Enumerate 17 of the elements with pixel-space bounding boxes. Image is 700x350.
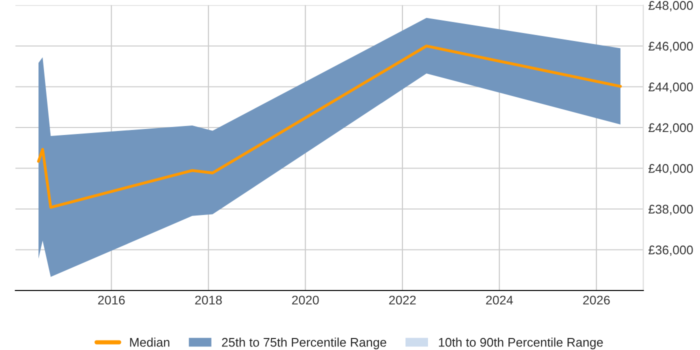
legend-label: Median	[130, 338, 170, 347]
x-tick-label: 2024	[486, 296, 513, 305]
x-tick-label: 2018	[195, 296, 222, 305]
x-tick-label: 2022	[389, 296, 416, 305]
x-tick-label: 2016	[98, 296, 125, 305]
x-tick-label: 2020	[292, 296, 319, 305]
y-tick-label: £44,000	[648, 82, 693, 93]
x-tick-label: 2026	[583, 296, 610, 305]
y-tick-label: £38,000	[648, 204, 693, 216]
legend-label: 25th to 75th Percentile Range	[222, 338, 386, 350]
line-series	[37, 44, 622, 209]
y-tick-label: £46,000	[648, 42, 693, 52]
legend-label: 10th to 90th Percentile Range	[438, 338, 603, 350]
y-tick-label: £42,000	[648, 123, 693, 134]
y-tick-label: £40,000	[648, 164, 693, 174]
y-tick-label: £36,000	[648, 246, 693, 256]
y-tick-label: £48,000	[648, 1, 693, 12]
